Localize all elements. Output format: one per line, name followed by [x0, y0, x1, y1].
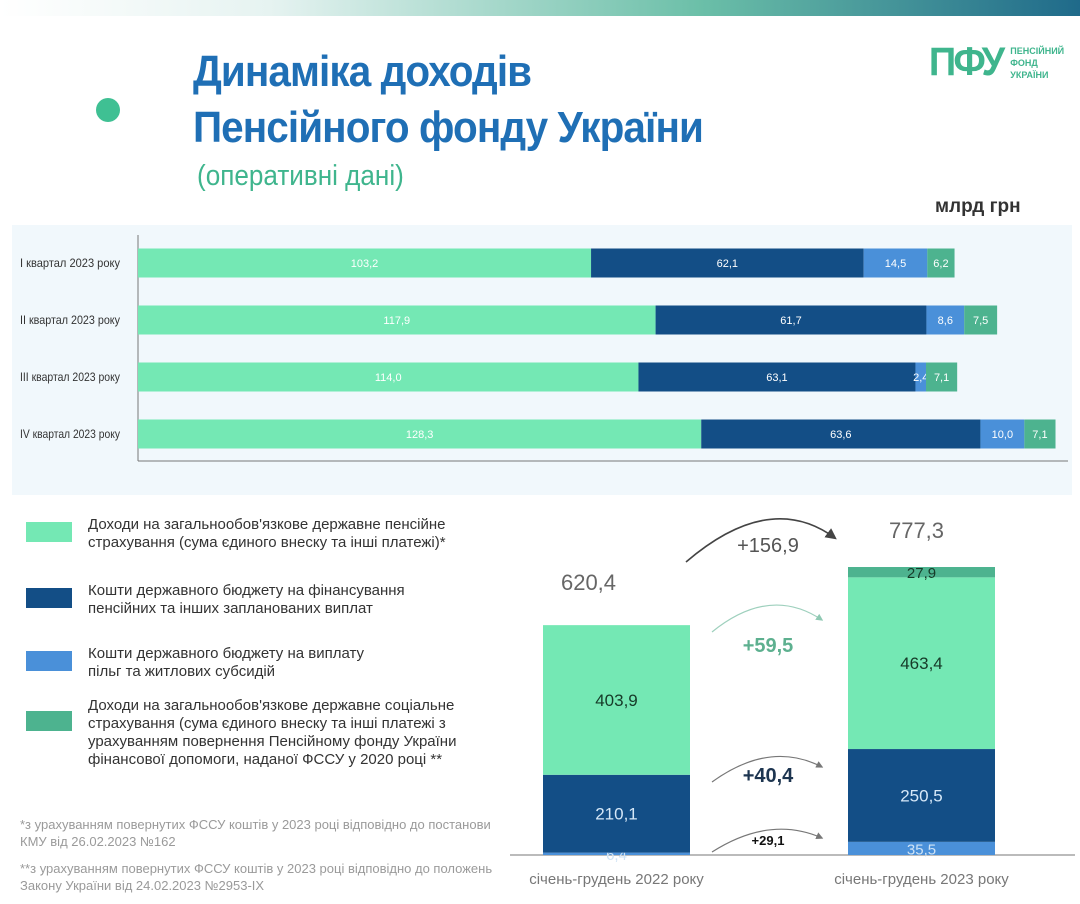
subtitle: (оперативні дані): [197, 160, 404, 192]
category-label: січень-грудень 2022 року: [529, 871, 704, 888]
logo-mark: ПФУ: [928, 40, 1005, 84]
legend-item: Доходи на загальнообов'язкове державне с…: [26, 697, 488, 769]
data-label: 61,7: [780, 315, 801, 327]
change-arrow-icon: [711, 604, 824, 633]
legend-label: Доходи на загальнообов'язкове державне п…: [88, 516, 446, 551]
data-label: 10,0: [992, 429, 1013, 441]
legend-label: Доходи на загальнообов'язкове державне с…: [88, 697, 457, 768]
data-label: 117,9: [383, 315, 410, 327]
bar-segment: [138, 248, 592, 278]
data-label: 403,9: [595, 691, 638, 710]
data-label: 210,1: [595, 805, 638, 824]
bar-segment: [915, 362, 927, 392]
bar-segment: [926, 305, 965, 335]
logo-text: ПЕНСІЙНИЙ ФОНД УКРАЇНИ: [1010, 45, 1064, 81]
change-label: +40,4: [743, 765, 794, 787]
footnote-1: *з урахуванням повернутих ФССУ коштів у …: [20, 817, 491, 849]
category-label: IV квартал 2023 року: [20, 427, 120, 441]
change-label: +59,5: [743, 635, 794, 657]
logo-text-line: УКРАЇНИ: [1010, 69, 1049, 80]
bar-segment: [980, 419, 1025, 449]
total-label: 777,3: [889, 518, 944, 543]
data-label: 463,4: [900, 654, 943, 673]
bar-segment: [138, 362, 639, 392]
title-line-2: Пенсійного фонду України: [193, 103, 704, 152]
bar-segment: [543, 774, 690, 853]
category-label: III квартал 2023 року: [20, 370, 120, 384]
data-label: 63,1: [766, 372, 787, 384]
data-label: 7,1: [1032, 429, 1047, 441]
bar-segment: [1024, 419, 1056, 449]
bar-segment: [701, 419, 981, 449]
logo-text-line: ФОНД: [1010, 57, 1038, 68]
bar-segment: [848, 567, 995, 578]
bar-segment: [591, 248, 864, 278]
bar-segment: [655, 305, 927, 335]
change-arrow-icon: [685, 518, 837, 563]
change-label: +156,9: [737, 535, 799, 557]
bar-segment: [926, 362, 958, 392]
data-label: 62,1: [717, 258, 738, 270]
pfu-logo: ПФУ ПЕНСІЙНИЙ ФОНД УКРАЇНИ: [927, 40, 1064, 85]
data-label: 27,9: [907, 565, 936, 582]
bar-segment: [848, 577, 995, 750]
legend-swatch: [26, 588, 72, 608]
bar-segment: [848, 749, 995, 842]
legend-swatch: [26, 522, 72, 542]
footnote-2: **з урахуванням повернутих ФССУ коштів у…: [20, 861, 493, 893]
legend-item: Кошти державного бюджету на фінансування…: [26, 582, 418, 618]
bar-segment: [638, 362, 916, 392]
legend-swatch: [26, 651, 72, 671]
page-title: Динаміка доходів Пенсійного фонду Україн…: [193, 44, 704, 156]
bar-segment: [543, 625, 690, 775]
top-gradient-bar: [0, 0, 1080, 16]
category-label: січень-грудень 2023 року: [834, 871, 1009, 888]
change-label: +29,1: [752, 833, 785, 848]
category-label: II квартал 2023 року: [20, 313, 120, 327]
data-label: 7,5: [973, 315, 988, 327]
quarterly-stacked-bar-chart: I квартал 2023 року 103,2 62,1 14,5 6,2 II кв…: [20, 235, 1068, 462]
data-label: 128,3: [406, 429, 434, 441]
data-label: 103,2: [351, 258, 379, 270]
data-label: 114,0: [375, 372, 402, 384]
title-line-1: Динаміка доходів: [193, 47, 532, 96]
change-arrow-icon: [711, 828, 824, 853]
data-label: 8,6: [938, 315, 953, 327]
data-label: 63,6: [830, 429, 851, 441]
bar-segment: [138, 305, 656, 335]
bar-segment: [927, 248, 955, 278]
change-arrow-icon: [711, 755, 824, 783]
total-label: 620,4: [561, 570, 616, 595]
bar-segment: [863, 248, 928, 278]
data-label: 2,4: [913, 372, 928, 384]
data-label: 14,5: [885, 258, 906, 270]
bar-segment: [138, 419, 702, 449]
legend-label: Кошти державного бюджету на фінансування…: [88, 582, 405, 617]
legend-item: Кошти державного бюджету на виплату піль…: [26, 645, 378, 681]
bar-segment: [543, 852, 690, 855]
logo-text-line: ПЕНСІЙНИЙ: [1010, 45, 1065, 56]
data-label: 35,5: [907, 841, 936, 858]
unit-label: млрд грн: [935, 196, 1021, 217]
data-label: 6,2: [933, 258, 948, 270]
legend-swatch: [26, 711, 72, 731]
data-label: 7,1: [934, 372, 949, 384]
data-label: 250,5: [900, 786, 943, 805]
legend-item: Доходи на загальнообов'язкове державне п…: [26, 516, 488, 552]
bar-segment: [964, 305, 998, 335]
bar-segment: [848, 841, 995, 855]
legend-label: Кошти державного бюджету на виплату піль…: [88, 645, 365, 680]
decorative-dot: [96, 98, 120, 122]
category-label: I квартал 2023 року: [20, 256, 120, 270]
